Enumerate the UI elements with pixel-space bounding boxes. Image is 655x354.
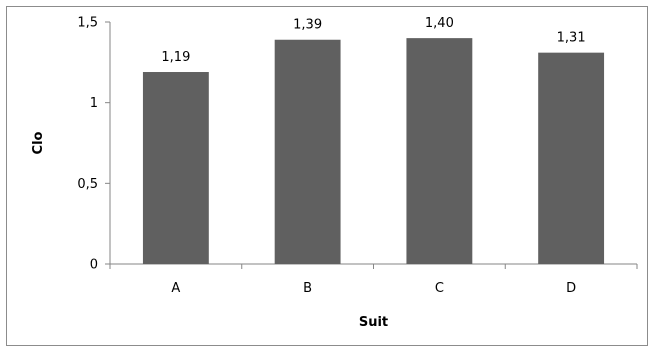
y-tick-label: 1 <box>90 96 98 111</box>
data-label: 1,40 <box>425 16 454 31</box>
bar-b <box>274 39 341 264</box>
data-label: 1,31 <box>557 31 586 46</box>
chart-bars <box>142 38 605 265</box>
y-axis-title: Clo <box>31 131 46 154</box>
y-tick-label: 0,5 <box>77 177 98 192</box>
x-tick-label: C <box>435 281 444 296</box>
x-axis-title: Suit <box>359 315 388 330</box>
bar-d <box>538 52 605 264</box>
data-label: 1,19 <box>161 50 190 65</box>
y-tick-label: 1,5 <box>77 16 98 31</box>
x-tick-label: D <box>566 281 576 296</box>
x-tick-label: A <box>171 281 180 296</box>
bar-c <box>406 38 473 265</box>
x-tick-label: B <box>303 281 312 296</box>
data-label: 1,39 <box>293 18 322 33</box>
chart-labels: 1,19 A 1,39 B 1,40 C 1,31 D <box>161 16 585 296</box>
y-tick-label: 0 <box>90 258 98 273</box>
bar-a <box>142 72 209 264</box>
